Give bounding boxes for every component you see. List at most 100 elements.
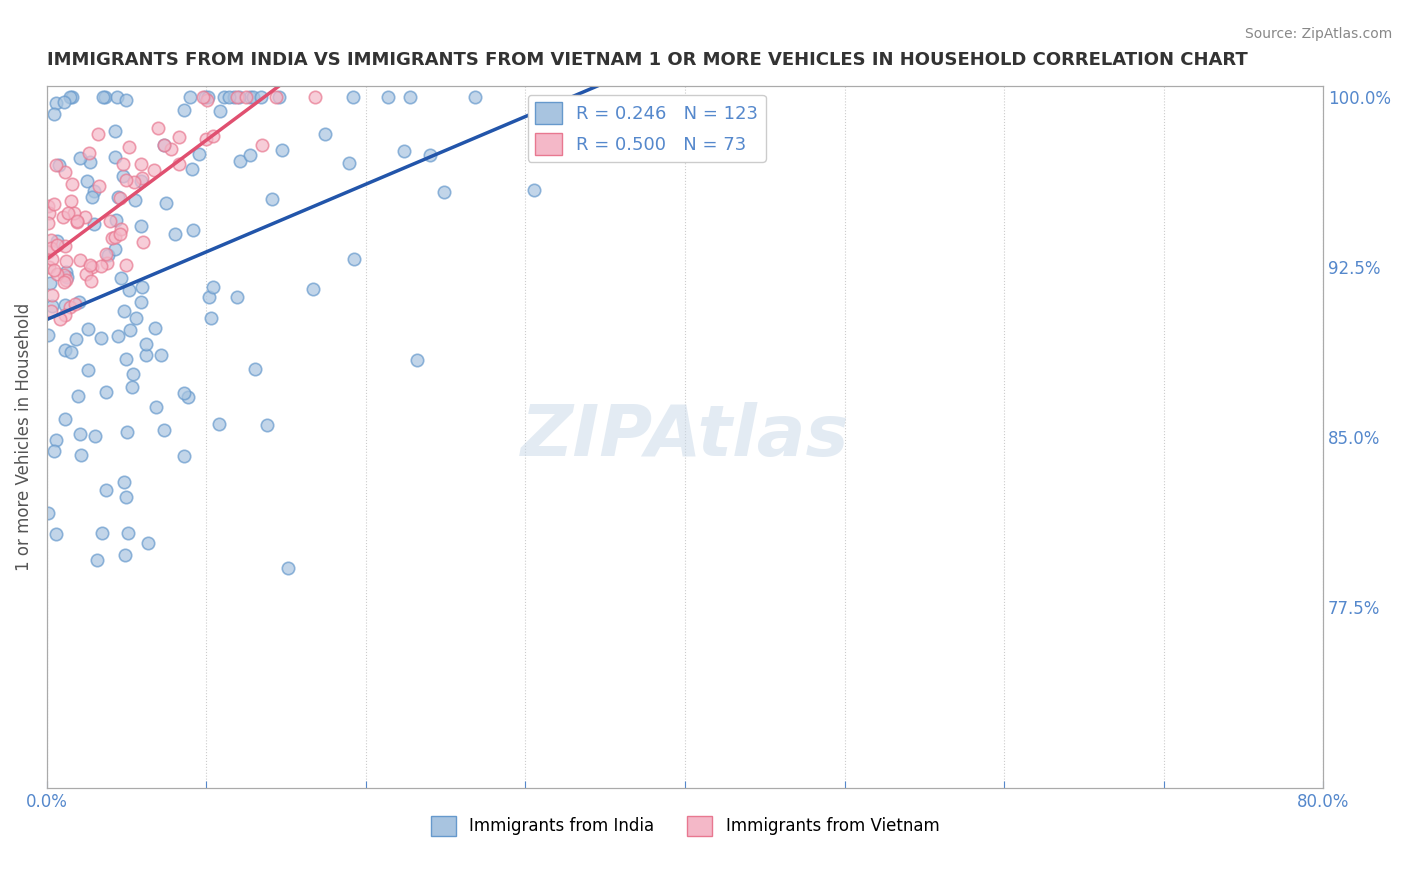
Point bbox=[39, 233, 62, 247]
Point bbox=[86, 553, 108, 567]
Point bbox=[269, 90, 291, 104]
Point bbox=[104, 124, 127, 138]
Point bbox=[122, 368, 145, 382]
Point bbox=[108, 227, 131, 241]
Point bbox=[82, 190, 104, 204]
Point bbox=[90, 259, 112, 273]
Point bbox=[304, 90, 326, 104]
Point bbox=[173, 103, 195, 117]
Point bbox=[202, 280, 225, 294]
Point bbox=[242, 90, 264, 104]
Point bbox=[131, 280, 153, 294]
Point bbox=[77, 145, 100, 160]
Point bbox=[58, 300, 80, 314]
Point bbox=[239, 90, 262, 104]
Point bbox=[53, 308, 76, 322]
Point bbox=[104, 242, 127, 256]
Point bbox=[77, 363, 100, 377]
Point bbox=[94, 384, 117, 399]
Point bbox=[117, 425, 139, 440]
Point bbox=[181, 161, 204, 176]
Point bbox=[65, 332, 87, 346]
Point bbox=[302, 282, 325, 296]
Point bbox=[55, 273, 77, 287]
Point bbox=[523, 184, 546, 198]
Point bbox=[69, 253, 91, 268]
Point bbox=[94, 247, 117, 261]
Point bbox=[96, 483, 118, 497]
Point bbox=[200, 311, 222, 326]
Point bbox=[77, 322, 100, 336]
Point bbox=[55, 265, 77, 279]
Point bbox=[91, 525, 114, 540]
Point bbox=[39, 276, 62, 290]
Point bbox=[45, 433, 67, 447]
Point bbox=[38, 206, 60, 220]
Point bbox=[179, 90, 201, 104]
Text: ZIPAtlas: ZIPAtlas bbox=[520, 402, 849, 471]
Point bbox=[142, 163, 165, 178]
Point bbox=[52, 210, 75, 224]
Point bbox=[59, 344, 82, 359]
Point bbox=[53, 275, 76, 289]
Point bbox=[83, 217, 105, 231]
Point bbox=[42, 263, 65, 277]
Point bbox=[45, 527, 67, 541]
Point bbox=[39, 304, 62, 318]
Point bbox=[277, 560, 299, 574]
Point bbox=[75, 267, 97, 281]
Point bbox=[70, 448, 93, 462]
Text: IMMIGRANTS FROM INDIA VS IMMIGRANTS FROM VIETNAM 1 OR MORE VEHICLES IN HOUSEHOLD: IMMIGRANTS FROM INDIA VS IMMIGRANTS FROM… bbox=[46, 51, 1247, 69]
Point bbox=[63, 206, 86, 220]
Point bbox=[228, 90, 250, 104]
Point bbox=[183, 223, 205, 237]
Point bbox=[343, 252, 366, 266]
Point bbox=[212, 90, 235, 104]
Point bbox=[173, 449, 195, 463]
Point bbox=[243, 362, 266, 376]
Point bbox=[44, 443, 66, 458]
Point bbox=[69, 427, 91, 442]
Point bbox=[131, 174, 153, 188]
Point bbox=[135, 348, 157, 362]
Point bbox=[131, 171, 153, 186]
Point bbox=[314, 127, 336, 141]
Point bbox=[66, 213, 89, 227]
Point bbox=[49, 312, 72, 326]
Point bbox=[112, 303, 135, 318]
Point bbox=[145, 321, 167, 335]
Point bbox=[69, 151, 91, 165]
Point bbox=[266, 90, 288, 104]
Point bbox=[165, 227, 187, 241]
Y-axis label: 1 or more Vehicles in Household: 1 or more Vehicles in Household bbox=[15, 302, 32, 571]
Point bbox=[239, 148, 262, 162]
Point bbox=[115, 173, 138, 187]
Point bbox=[105, 90, 128, 104]
Point bbox=[104, 150, 127, 164]
Point bbox=[53, 164, 76, 178]
Point bbox=[53, 239, 76, 253]
Point bbox=[110, 271, 132, 285]
Point bbox=[59, 90, 82, 104]
Point bbox=[392, 145, 415, 159]
Point bbox=[37, 244, 59, 259]
Point bbox=[86, 127, 108, 141]
Point bbox=[98, 214, 121, 228]
Point bbox=[41, 252, 63, 267]
Point bbox=[105, 212, 128, 227]
Point bbox=[76, 174, 98, 188]
Point bbox=[63, 296, 86, 310]
Point bbox=[67, 295, 90, 310]
Point bbox=[433, 185, 456, 199]
Point bbox=[45, 238, 67, 252]
Point bbox=[53, 412, 76, 426]
Point bbox=[41, 288, 63, 302]
Point bbox=[60, 194, 83, 208]
Point bbox=[464, 90, 486, 104]
Point bbox=[177, 390, 200, 404]
Point bbox=[41, 299, 63, 313]
Point bbox=[82, 260, 104, 275]
Point bbox=[53, 268, 76, 283]
Point bbox=[111, 169, 134, 183]
Point bbox=[56, 269, 79, 284]
